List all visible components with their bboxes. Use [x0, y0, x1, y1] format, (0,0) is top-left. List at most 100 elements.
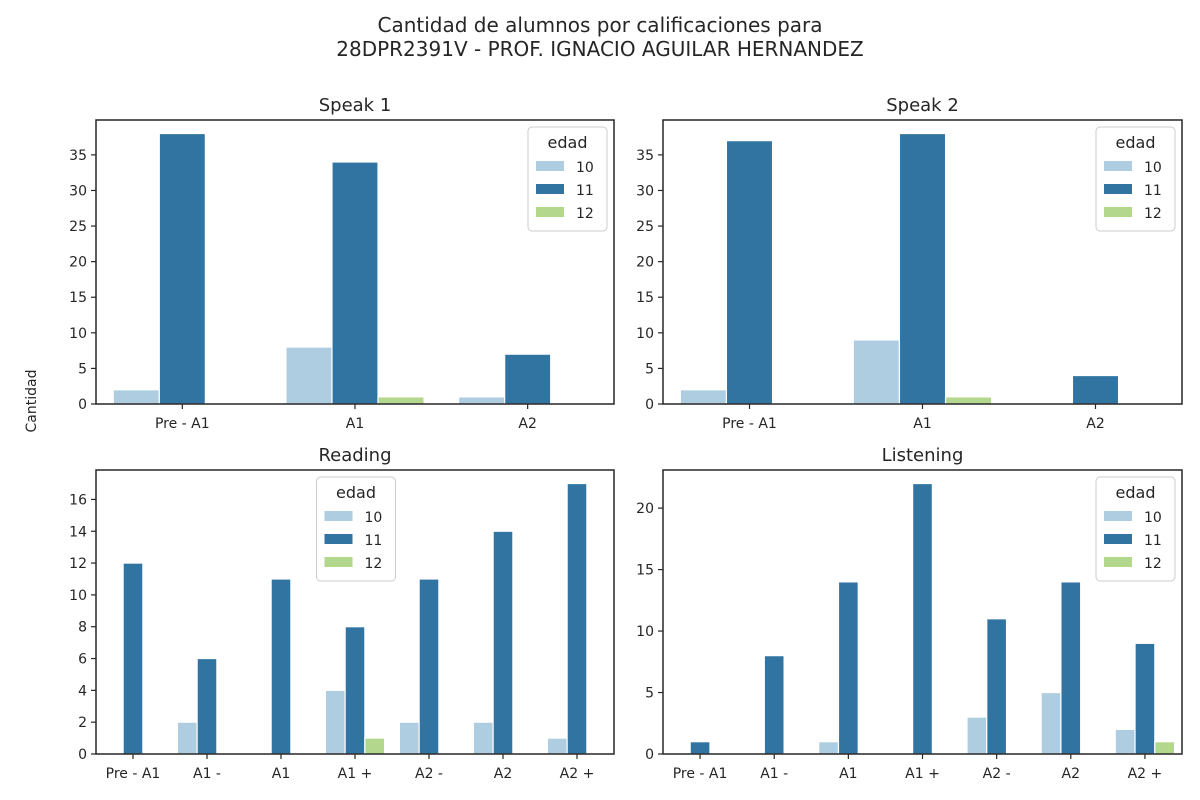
- y-tick-label: 5: [645, 686, 654, 702]
- legend-label: 10: [365, 510, 383, 526]
- bar: [331, 161, 379, 405]
- legend-label: 12: [1144, 206, 1162, 222]
- x-tick-label: A2: [1062, 766, 1080, 782]
- y-tick-label: 35: [69, 148, 87, 164]
- bar: [285, 346, 333, 405]
- x-tick-label: A2 +: [560, 766, 595, 782]
- bar: [270, 578, 292, 755]
- y-tick-label: 10: [636, 326, 654, 342]
- subplot-title: Speak 1: [319, 95, 392, 116]
- x-tick-label: A2 -: [983, 766, 1011, 782]
- bar: [418, 578, 440, 755]
- y-tick-label: 30: [69, 183, 87, 199]
- y-tick-label: 10: [636, 624, 654, 640]
- x-tick-label: A1: [346, 416, 364, 432]
- bar: [1071, 374, 1120, 405]
- x-tick-label: A1 +: [338, 766, 373, 782]
- legend-box: [316, 476, 396, 582]
- bar: [112, 389, 160, 405]
- legend-swatch: [1104, 557, 1132, 567]
- y-tick-label: 20: [636, 501, 654, 517]
- bar: [944, 396, 993, 405]
- y-tick-label: 14: [69, 524, 87, 540]
- bar: [912, 482, 933, 755]
- bar: [1134, 642, 1156, 755]
- bar: [679, 389, 728, 405]
- y-tick-label: 8: [78, 620, 87, 636]
- y-tick-label: 0: [78, 397, 87, 413]
- legend-label: 11: [576, 183, 594, 199]
- axes-frame: [95, 469, 615, 755]
- y-tick-label: 0: [645, 747, 654, 763]
- bar: [398, 721, 420, 755]
- x-tick-label: A2: [1086, 416, 1104, 432]
- legend-label: 11: [1144, 183, 1162, 199]
- legend-swatch: [536, 161, 564, 171]
- x-tick-label: Pre - A1: [673, 766, 728, 782]
- x-tick-label: Pre - A1: [722, 416, 777, 432]
- legend-swatch: [324, 534, 353, 544]
- bar: [492, 530, 514, 755]
- legend-label: 11: [365, 533, 383, 549]
- bar: [472, 721, 494, 755]
- panel-2: Speak 2 0 5 10 15 20 25 30 35 Pre - A1 A1 A2 edad 10 1…: [636, 95, 1183, 432]
- legend-swatch: [324, 511, 353, 521]
- legend: edad 10 11 12: [1095, 476, 1176, 582]
- legend-swatch: [536, 184, 564, 194]
- axes-frame: [662, 119, 1183, 405]
- legend-swatch: [1104, 184, 1132, 194]
- bar: [122, 562, 144, 755]
- y-tick-label: 10: [69, 588, 87, 604]
- y-tick-label: 5: [645, 361, 654, 377]
- legend-label: 12: [365, 556, 383, 572]
- x-tick-label: A1 -: [760, 766, 788, 782]
- bar: [324, 689, 346, 755]
- x-tick-label: A2: [494, 766, 512, 782]
- legend-swatch: [1104, 511, 1132, 521]
- legend-swatch: [324, 557, 353, 567]
- subplot-title: Listening: [882, 445, 964, 466]
- y-tick-label: 12: [69, 556, 87, 572]
- bar: [364, 737, 386, 755]
- legend: edad 10 11 12: [527, 126, 608, 232]
- bar: [196, 657, 218, 755]
- y-tick-label: 35: [636, 148, 654, 164]
- subplot-title: Speak 2: [886, 95, 959, 116]
- bar: [1114, 728, 1136, 755]
- axes-frame: [95, 119, 615, 405]
- x-tick-label: A1 +: [905, 766, 940, 782]
- y-tick-label: 25: [69, 219, 87, 235]
- legend-label: 12: [1144, 556, 1162, 572]
- figure-title-line-1: Cantidad de alumnos por calificaciones p…: [377, 13, 823, 37]
- figure-title-line-2: 28DPR2391V - PROF. IGNACIO AGUILAR HERNA…: [336, 37, 864, 61]
- bar: [158, 132, 206, 405]
- y-tick-label: 20: [69, 255, 87, 271]
- bar: [898, 132, 947, 405]
- bar: [763, 655, 785, 755]
- y-axis-label: Cantidad: [24, 370, 40, 433]
- x-tick-label: A2 +: [1128, 766, 1163, 782]
- panel-1: Speak 1 0 5 10 15 20 25 30 35 Pre - A1 A1 A2 edad 10 1…: [69, 95, 615, 432]
- panel-4: Listening 0 5 10 15 20 Pre - A1 A1 - A1 A1 + A2 - A…: [636, 445, 1183, 782]
- legend-title: edad: [1116, 133, 1156, 152]
- legend-box: [1095, 126, 1176, 232]
- legend: edad 10 11 12: [316, 476, 396, 582]
- legend-title: edad: [548, 133, 588, 152]
- legend: edad 10 11 12: [1095, 126, 1176, 232]
- bar: [1154, 741, 1176, 755]
- legend-swatch: [1104, 161, 1132, 171]
- y-tick-label: 0: [78, 747, 87, 763]
- bar: [458, 396, 506, 405]
- bar: [852, 339, 901, 405]
- y-tick-label: 4: [78, 683, 87, 699]
- legend-box: [527, 126, 608, 232]
- bar: [725, 140, 774, 405]
- x-tick-label: A1: [839, 766, 857, 782]
- bar: [546, 737, 568, 755]
- y-tick-label: 2: [78, 715, 87, 731]
- x-tick-label: A1: [272, 766, 290, 782]
- y-tick-label: 15: [69, 290, 87, 306]
- y-tick-label: 6: [78, 652, 87, 668]
- bar: [1060, 581, 1082, 755]
- bar: [837, 581, 859, 755]
